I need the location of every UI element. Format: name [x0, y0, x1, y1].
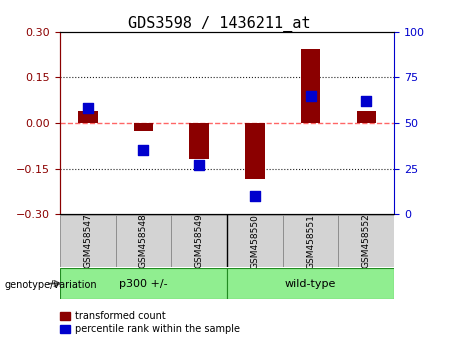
Text: GDS3598 / 1436211_at: GDS3598 / 1436211_at	[128, 16, 310, 32]
Bar	[189, 123, 209, 159]
Bar	[245, 123, 265, 179]
Text: GSM458549: GSM458549	[195, 214, 204, 268]
Point	[140, 148, 147, 153]
Bar	[356, 111, 376, 123]
Point	[307, 93, 314, 98]
Point	[251, 193, 259, 199]
Bar	[301, 48, 320, 123]
Bar	[78, 111, 98, 123]
Text: genotype/variation: genotype/variation	[5, 280, 97, 290]
Bar	[338, 215, 394, 267]
Bar	[227, 268, 394, 299]
Bar	[116, 215, 171, 267]
Text: p300 +/-: p300 +/-	[119, 279, 168, 289]
Text: GSM458552: GSM458552	[362, 214, 371, 268]
Bar	[134, 123, 153, 131]
Bar	[60, 215, 116, 267]
Legend: transformed count, percentile rank within the sample: transformed count, percentile rank withi…	[60, 311, 240, 334]
Bar	[283, 215, 338, 267]
Point	[195, 162, 203, 168]
Bar	[171, 215, 227, 267]
Text: GSM458551: GSM458551	[306, 213, 315, 269]
Bar	[60, 268, 227, 299]
Bar	[227, 215, 283, 267]
Text: GSM458550: GSM458550	[250, 213, 260, 269]
Point	[363, 98, 370, 104]
Text: GSM458548: GSM458548	[139, 214, 148, 268]
Text: wild-type: wild-type	[285, 279, 336, 289]
Text: GSM458547: GSM458547	[83, 214, 92, 268]
Point	[84, 105, 91, 111]
